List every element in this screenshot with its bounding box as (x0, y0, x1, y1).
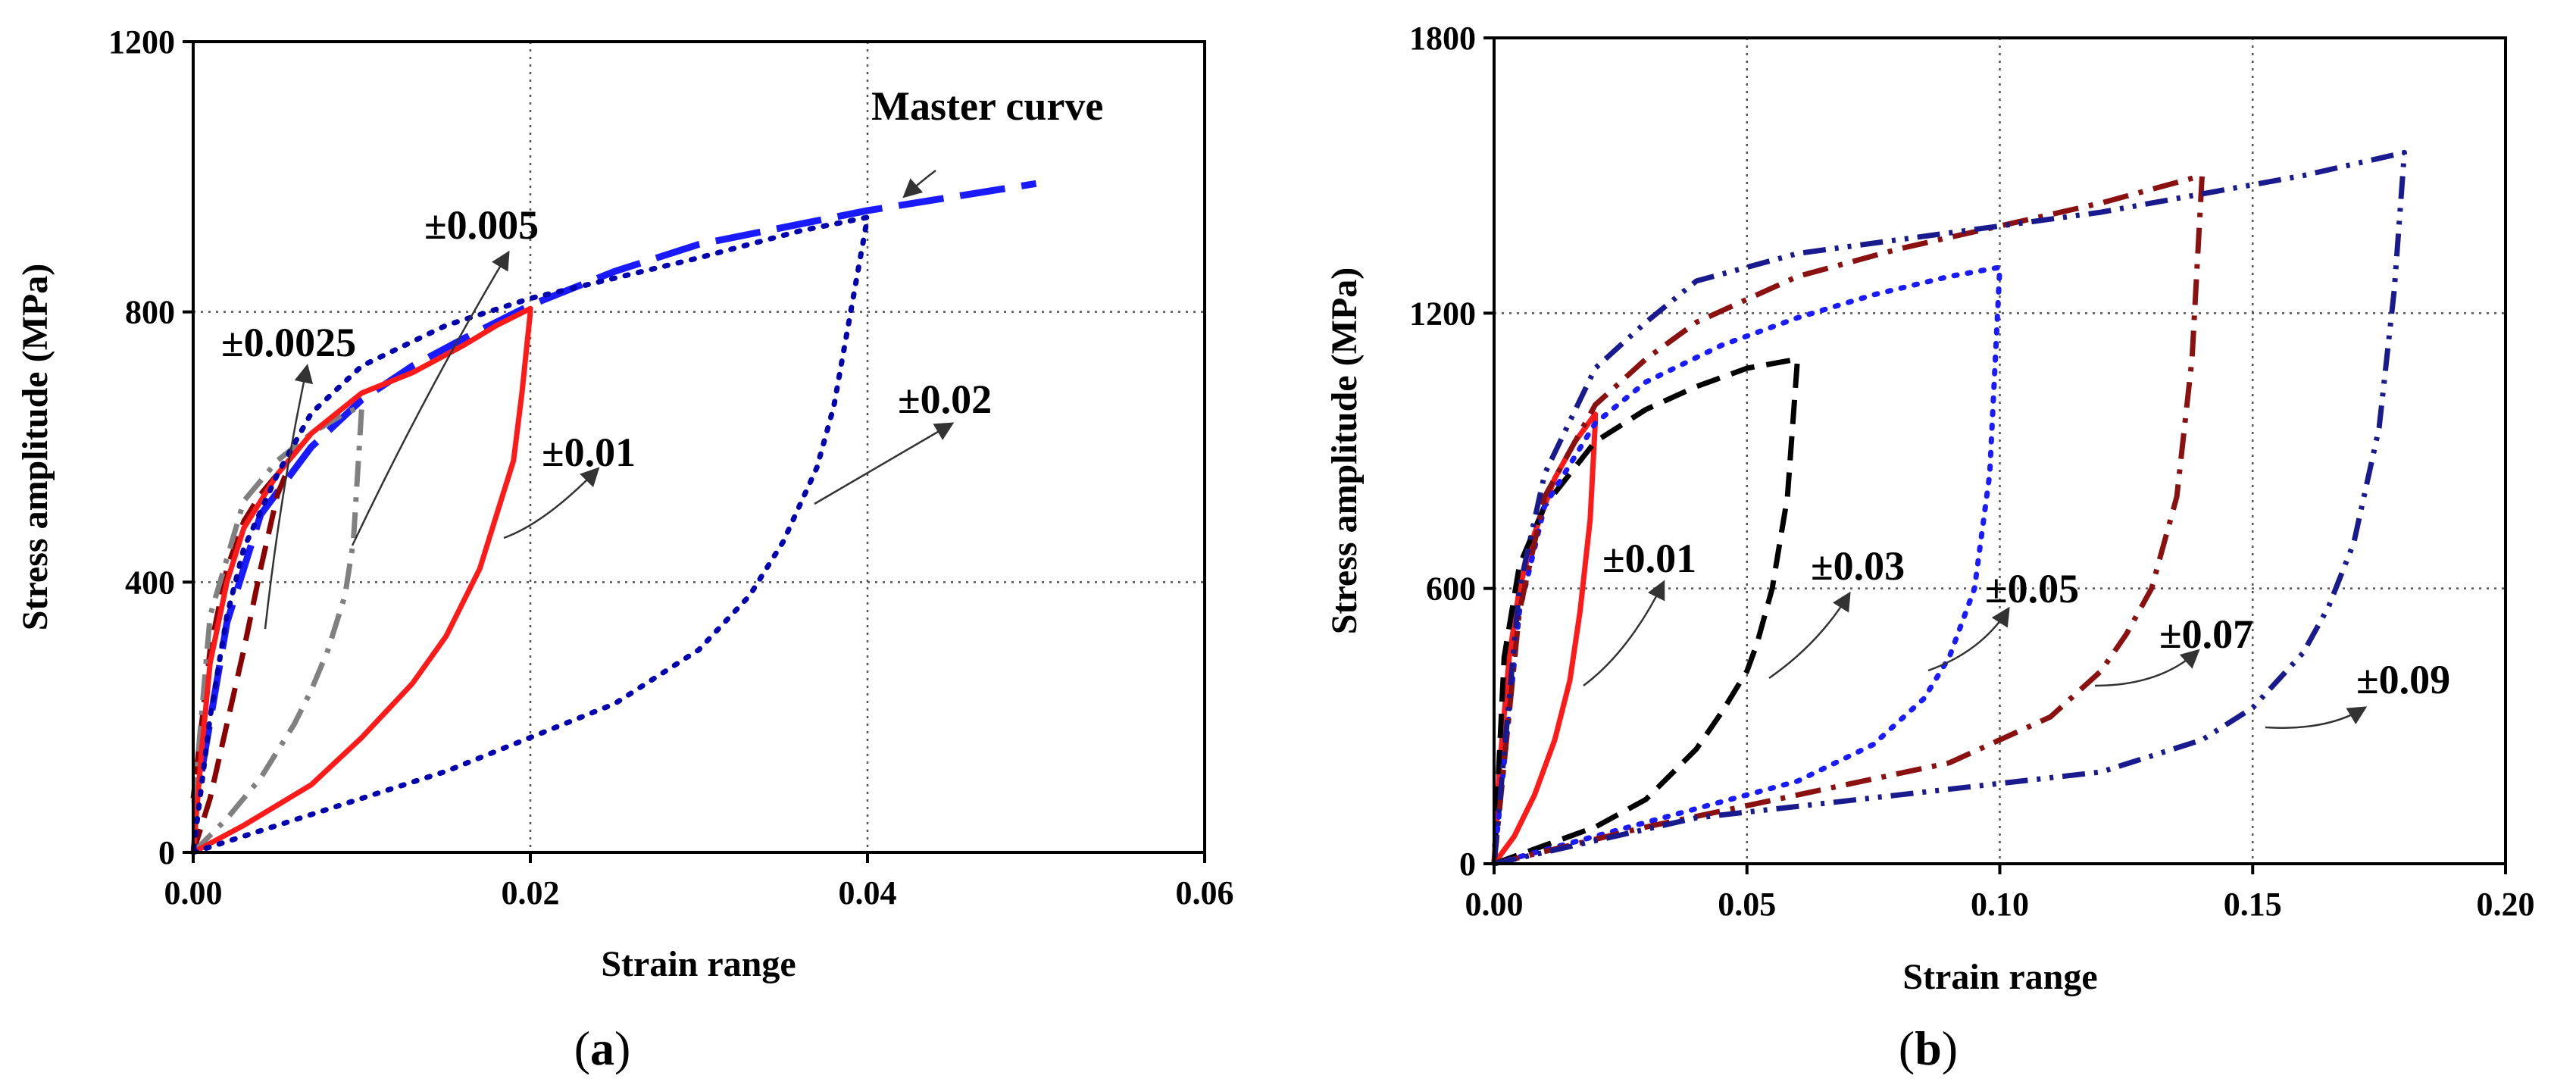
x-tick-label: 0.10 (1971, 886, 2029, 923)
axis-ticks: 0.00 0.02 0.04 0.06 0 400 800 1200 (108, 23, 1234, 911)
series-line-0005 (190, 404, 364, 855)
annotation-007: ±0.07 (2159, 611, 2253, 657)
series-line-Mastercurve (198, 180, 1037, 772)
arrow-master-curve (902, 170, 936, 199)
y-tick-label: 400 (125, 564, 175, 601)
x-tick-label: 0.02 (502, 874, 560, 911)
x-tick-label: 0.20 (2477, 886, 2535, 923)
grid-lines (193, 42, 1205, 852)
series-line-009 (1491, 149, 2407, 867)
annotation-001: ±0.01 (542, 430, 636, 475)
annotation-001: ±0.01 (1602, 536, 1696, 581)
chart-panel-a: 0.00 0.02 0.04 0.06 0 400 800 1200 Strain range… (15, 23, 1234, 1075)
annotation-003: ±0.03 (1811, 543, 1905, 589)
x-tick-label: 0.15 (2224, 886, 2282, 923)
arrow-00025 (264, 364, 314, 630)
x-tick-label: 0.05 (1718, 886, 1776, 923)
arrow-001 (503, 467, 600, 539)
annotation-002: ±0.02 (898, 377, 992, 422)
arrow-007 (2094, 649, 2200, 687)
annotation-0005: ±0.005 (424, 202, 539, 248)
series-line-002 (190, 214, 871, 855)
x-axis-label: Strain range (1902, 957, 2097, 997)
y-tick-label: 800 (125, 294, 175, 331)
axis-ticks: 0.00 0.05 0.10 0.15 0.20 0 600 1200 1800 (1409, 20, 2535, 923)
series-line-005 (1491, 264, 2002, 867)
arrow-0005 (351, 250, 510, 546)
y-tick-label: 0 (1459, 846, 1476, 883)
y-axis-label: Stress amplitude (MPa) (1324, 267, 1365, 634)
arrow-001 (1583, 580, 1665, 686)
y-tick-label: 1800 (1409, 20, 1476, 57)
series-line-001 (190, 305, 533, 855)
annotation-00025: ±0.0025 (221, 320, 356, 365)
y-tick-label: 1200 (108, 23, 175, 61)
x-tick-label: 0.04 (839, 874, 897, 911)
y-tick-label: 1200 (1409, 295, 1476, 332)
x-tick-label: 0.06 (1176, 874, 1234, 911)
annotation-master-curve: Master curve (871, 83, 1103, 129)
x-axis-label: Strain range (601, 944, 796, 984)
arrow-003 (1768, 591, 1851, 680)
y-tick-label: 0 (158, 834, 175, 871)
series-line-007 (1491, 173, 2205, 867)
x-tick-label: 0.00 (164, 874, 223, 911)
y-axis-label: Stress amplitude (MPa) (15, 264, 55, 630)
arrow-002 (814, 422, 955, 505)
arrow-005 (1927, 606, 2010, 672)
chart-panel-b: 0.00 0.05 0.10 0.15 0.20 0 600 1200 1800 Strain … (1324, 20, 2535, 1075)
panel-label-a: (a) (574, 1021, 631, 1075)
series-group (1491, 149, 2407, 867)
annotation-005: ±0.05 (1985, 566, 2079, 611)
panel-label-b: (b) (1899, 1021, 1958, 1075)
x-tick-label: 0.00 (1465, 886, 1524, 923)
series-line-00025 (190, 471, 289, 854)
series-group (190, 180, 1037, 855)
arrow-009 (2265, 706, 2368, 729)
plot-frame (192, 40, 1206, 854)
y-tick-label: 600 (1426, 571, 1476, 608)
annotation-009: ±0.09 (2356, 657, 2450, 702)
